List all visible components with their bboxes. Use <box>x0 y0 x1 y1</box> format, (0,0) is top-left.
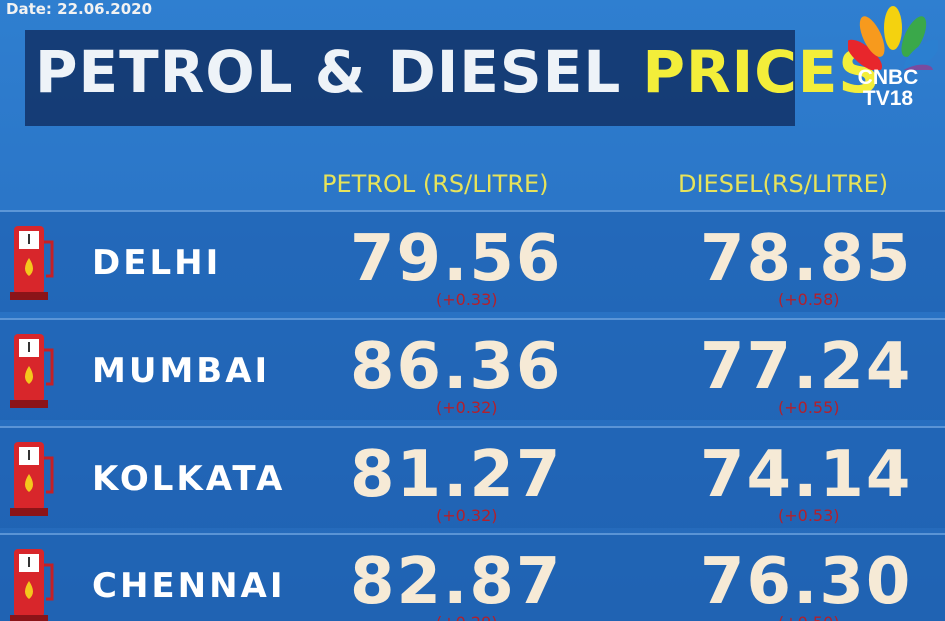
date: Date: 22.06.2020 <box>6 0 153 18</box>
logo-line2: TV18 <box>862 87 914 110</box>
city: KOLKATA <box>92 459 286 499</box>
title-text: PETROL & DIESEL <box>35 38 622 106</box>
pump-icon <box>10 545 60 621</box>
pump-svg <box>10 442 54 516</box>
diesel-change: (+0.50) <box>778 613 840 621</box>
petrol-price: 82.87 <box>350 545 563 619</box>
city: MUMBAI <box>92 351 271 391</box>
column-header: PETROL (RS/LITRE) <box>322 170 549 198</box>
petrol-change: (+0.32) <box>436 506 498 525</box>
diesel-price: 78.85 <box>700 222 913 296</box>
diesel-price: 76.30 <box>700 545 913 619</box>
diesel-change: (+0.53) <box>778 506 840 525</box>
pump-icon <box>10 222 60 302</box>
logo-line1: CNBC <box>857 66 919 89</box>
petrol-change: (+0.33) <box>436 290 498 309</box>
petrol-price: 79.56 <box>350 222 563 296</box>
diesel-change: (+0.58) <box>778 290 840 309</box>
pump-icon <box>10 330 60 410</box>
row-band <box>0 318 945 420</box>
title: PETROL & DIESEL PRICES <box>35 38 881 106</box>
row-band <box>0 533 945 621</box>
diesel-price: 77.24 <box>700 330 913 404</box>
diesel-change: (+0.55) <box>778 398 840 417</box>
petrol-change: (+0.29) <box>436 613 498 621</box>
petrol-change: (+0.32) <box>436 398 498 417</box>
diesel-price: 74.14 <box>700 438 913 512</box>
title-box <box>25 30 795 126</box>
column-header: DIESEL(RS/LITRE) <box>678 170 889 198</box>
pump-svg <box>10 334 54 408</box>
pump-svg <box>10 549 54 621</box>
row-band <box>0 210 945 312</box>
row-band <box>0 426 945 528</box>
pump-icon <box>10 438 60 518</box>
title-highlight: PRICES <box>642 38 882 106</box>
city: DELHI <box>92 243 222 283</box>
petrol-price: 81.27 <box>350 438 563 512</box>
petrol-price: 86.36 <box>350 330 563 404</box>
pump-svg <box>10 226 54 300</box>
city: CHENNAI <box>92 566 286 606</box>
logo-peacock <box>848 6 938 70</box>
